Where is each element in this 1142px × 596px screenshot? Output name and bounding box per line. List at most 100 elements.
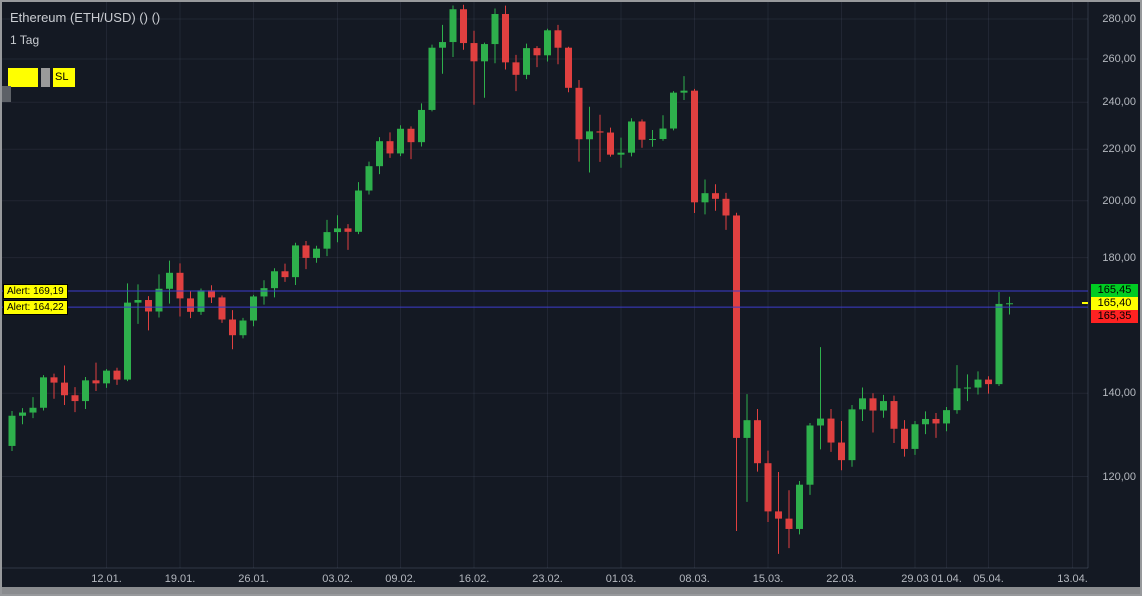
- candle: [260, 288, 268, 297]
- candle: [785, 518, 793, 529]
- candle: [71, 395, 79, 402]
- candle: [544, 30, 551, 56]
- candle: [901, 428, 908, 449]
- time-tick-label: 19.01.: [164, 573, 196, 585]
- time-tick-label: 03.02.: [322, 573, 353, 585]
- price-tick-label: 200,00: [1102, 194, 1136, 207]
- candle: [334, 228, 341, 233]
- candle: [659, 128, 667, 140]
- left-edge-tab[interactable]: [2, 86, 11, 102]
- candle: [449, 9, 457, 43]
- candle: [995, 303, 1003, 385]
- candle: [134, 300, 142, 303]
- chart-interval: 1 Tag: [10, 33, 40, 47]
- candle: [365, 166, 373, 191]
- candle: [376, 141, 383, 167]
- candle: [145, 300, 152, 312]
- candle: [712, 193, 719, 199]
- candle: [302, 245, 310, 258]
- price-tick-label: 240,00: [1102, 96, 1136, 109]
- candle: [733, 215, 740, 438]
- price-tick-label: 180,00: [1102, 251, 1136, 264]
- candle: [397, 128, 404, 154]
- time-tick-label: 09.02.: [385, 573, 416, 585]
- candle: [50, 377, 58, 383]
- time-tick-label: 16.02.: [458, 573, 490, 585]
- price-tick-label: 220,00: [1102, 143, 1136, 156]
- candle: [911, 424, 919, 449]
- candle: [103, 370, 110, 384]
- candle: [649, 139, 656, 141]
- candle: [523, 48, 530, 75]
- candle: [187, 298, 194, 312]
- candle: [953, 388, 961, 411]
- candle: [470, 43, 478, 62]
- candle: [628, 121, 635, 153]
- indicator-swatch-gray[interactable]: [41, 68, 50, 87]
- candle: [197, 290, 205, 312]
- time-tick-label: 29.03: [901, 573, 929, 585]
- candle: [680, 90, 688, 93]
- candle: [869, 398, 877, 411]
- time-tick-label: 08.03.: [679, 573, 710, 585]
- last-price-marker: [1082, 302, 1088, 305]
- candle: [355, 190, 362, 232]
- candle: [575, 87, 583, 140]
- price-tick-label: 140,00: [1102, 387, 1136, 400]
- indicator-legend: SL: [8, 68, 75, 87]
- candle: [596, 131, 604, 133]
- candle: [943, 410, 950, 424]
- alert-label[interactable]: Alert: 164,22: [3, 300, 68, 316]
- candle: [670, 92, 677, 129]
- last-price-badge: 165,40: [1091, 296, 1138, 310]
- candle: [344, 228, 352, 232]
- candle: [880, 401, 887, 411]
- candle: [764, 463, 772, 512]
- candle: [19, 412, 26, 416]
- candle: [859, 398, 866, 410]
- candle: [439, 42, 446, 48]
- candle: [502, 14, 509, 63]
- time-tick-label: 13.04.: [1057, 573, 1088, 585]
- time-tick-label: 22.03.: [826, 573, 857, 585]
- candle: [754, 420, 761, 464]
- candle: [113, 370, 121, 380]
- candle: [743, 420, 751, 438]
- candle: [796, 484, 803, 529]
- candle: [817, 418, 824, 426]
- candle: [607, 132, 614, 155]
- candle: [155, 288, 163, 312]
- time-tick-label: 12.01.: [91, 573, 122, 585]
- time-tick-label: 01.03.: [605, 573, 637, 585]
- indicator-swatch[interactable]: [8, 68, 38, 87]
- price-tick-label: 120,00: [1102, 470, 1136, 483]
- candle: [124, 302, 131, 380]
- candle: [428, 47, 436, 110]
- candle: [890, 401, 898, 429]
- candle: [932, 418, 940, 424]
- candle: [250, 296, 257, 321]
- candle: [40, 377, 47, 408]
- candle: [386, 141, 394, 154]
- alert-label[interactable]: Alert: 169,19: [3, 284, 68, 300]
- price-tick-label: 280,00: [1102, 13, 1136, 25]
- candle: [922, 418, 929, 425]
- candle: [491, 14, 499, 45]
- time-tick-label: 26.01.: [238, 573, 269, 585]
- candle: [691, 90, 698, 203]
- candle: [407, 128, 415, 143]
- candle: [29, 407, 37, 413]
- time-tick-label: 15.03.: [752, 573, 784, 585]
- time-tick-label: 23.02.: [532, 573, 563, 585]
- candle: [848, 409, 856, 461]
- stop-loss-badge[interactable]: SL: [53, 68, 75, 87]
- horizontal-scrollbar[interactable]: [2, 587, 1140, 594]
- candle: [565, 47, 572, 88]
- candle: [806, 425, 814, 485]
- candle: [701, 193, 709, 203]
- candle: [418, 109, 425, 143]
- candle: [82, 380, 89, 402]
- candle: [239, 320, 247, 336]
